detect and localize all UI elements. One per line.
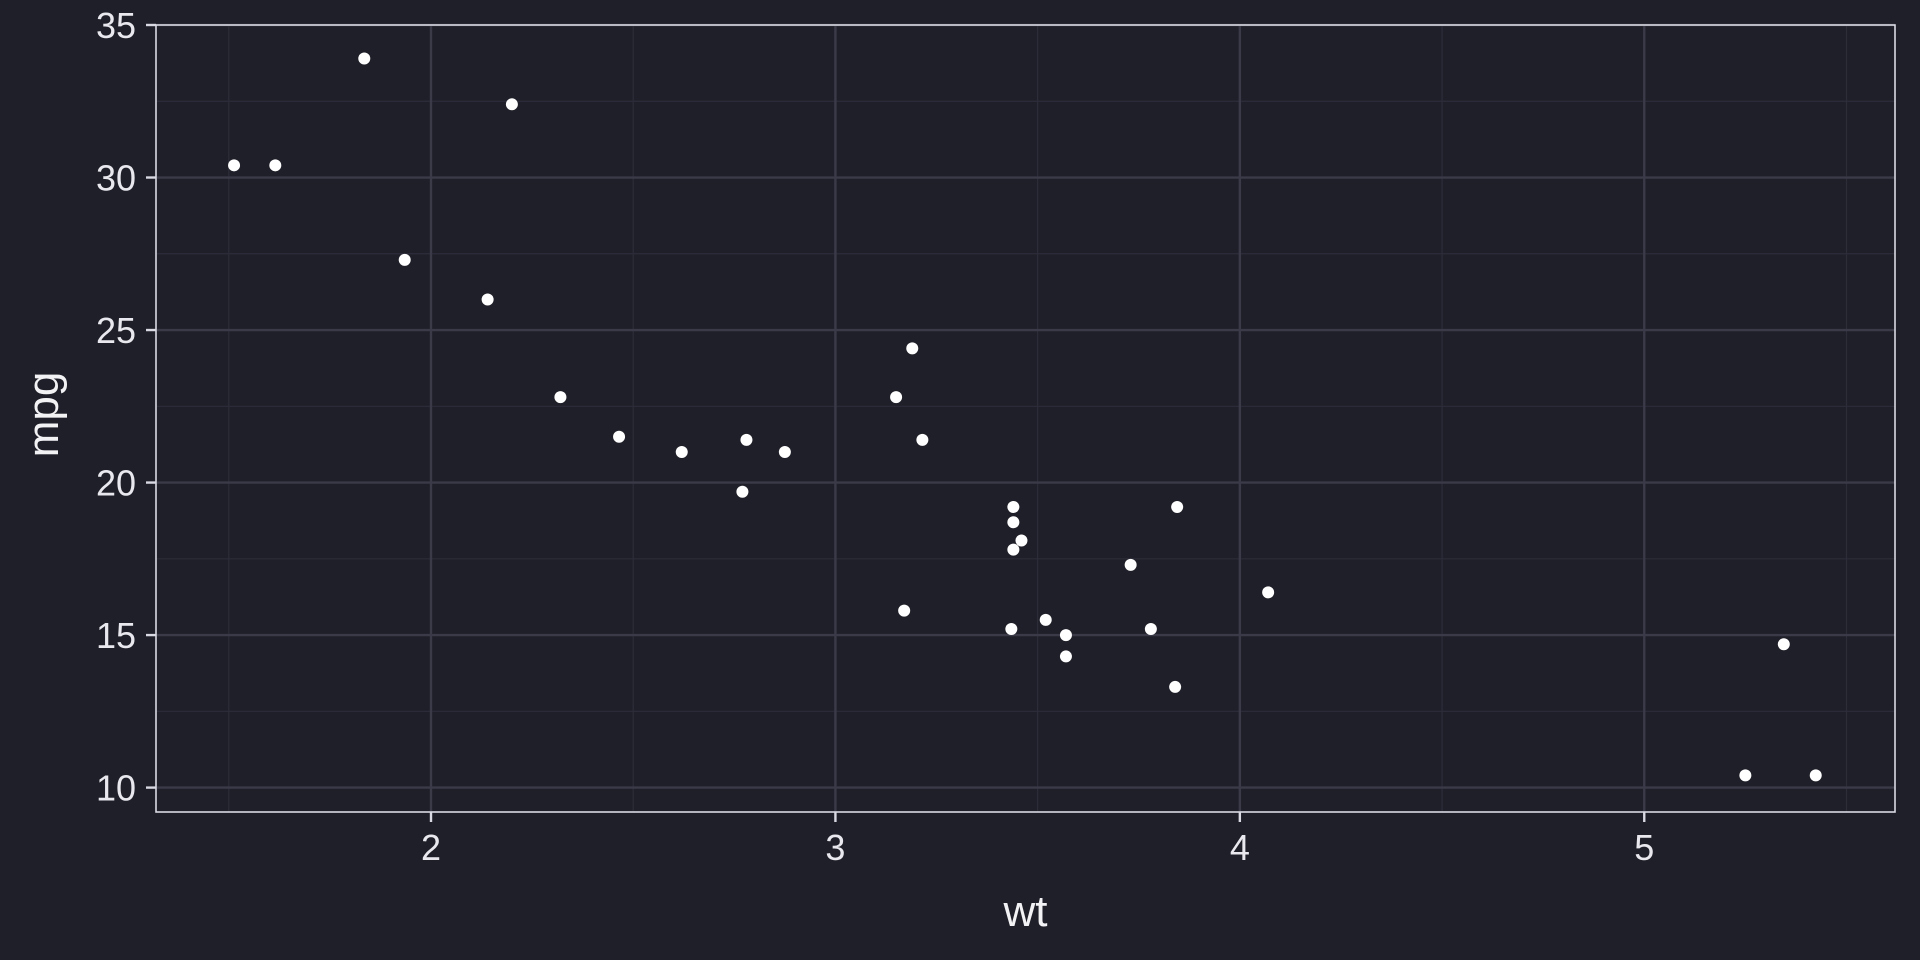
data-points: [228, 52, 1822, 782]
data-point: [1144, 622, 1157, 635]
data-point: [228, 159, 241, 172]
y-tick-label: 15: [96, 615, 136, 656]
data-point: [358, 52, 371, 65]
data-point: [1039, 613, 1052, 626]
x-tick-label: 5: [1634, 827, 1654, 868]
y-tick-label: 20: [96, 463, 136, 504]
data-point: [675, 446, 688, 459]
data-point: [505, 98, 518, 111]
data-point: [1007, 516, 1020, 529]
x-tick-label: 3: [825, 827, 845, 868]
data-point: [916, 433, 929, 446]
data-point: [269, 159, 282, 172]
data-point: [1171, 500, 1184, 513]
y-axis-title: mpg: [19, 372, 68, 458]
x-axis: 2 3 4 5: [421, 812, 1654, 868]
data-point: [778, 446, 791, 459]
data-point: [898, 604, 911, 617]
data-point: [481, 293, 494, 306]
data-point: [890, 391, 903, 404]
panel-background: [156, 25, 1895, 812]
data-point: [1739, 769, 1752, 782]
data-point: [1059, 650, 1072, 663]
x-tick-label: 2: [421, 827, 441, 868]
y-tick-label: 35: [96, 5, 136, 46]
data-point: [740, 433, 753, 446]
data-point: [1005, 622, 1018, 635]
data-point: [1809, 769, 1822, 782]
y-axis: 10 15 20 25 30 35: [96, 5, 156, 809]
grid-minor-lines: [156, 25, 1895, 812]
y-tick-label: 10: [96, 768, 136, 809]
data-point: [906, 342, 919, 355]
data-point: [1169, 680, 1182, 693]
y-tick-label: 25: [96, 310, 136, 351]
data-point: [613, 430, 626, 443]
data-point: [1124, 558, 1137, 571]
x-axis-title: wt: [1003, 887, 1048, 936]
data-point: [736, 485, 749, 498]
data-point: [1777, 638, 1790, 651]
data-point: [1262, 586, 1275, 599]
y-tick-label: 30: [96, 158, 136, 199]
data-point: [398, 253, 411, 266]
data-point: [1015, 534, 1028, 547]
data-point: [1007, 500, 1020, 513]
data-point: [554, 391, 567, 404]
data-point: [1059, 629, 1072, 642]
panel-border: [155, 24, 1896, 813]
data-point: [1007, 543, 1020, 556]
plot-panel: [155, 23, 1896, 813]
x-tick-label: 4: [1230, 827, 1250, 868]
